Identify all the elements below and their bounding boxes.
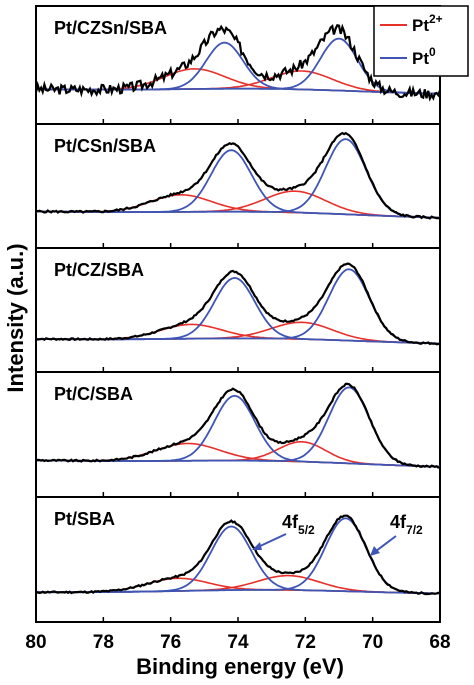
x-axis-title: Binding energy (eV) [136, 654, 344, 679]
panel-2: Pt/CSn/SBA [35, 123, 441, 249]
panel-label: Pt/CSn/SBA [54, 136, 156, 156]
envelope-line [35, 514, 441, 596]
x-axis-ticks: 80 78 76 74 72 70 68 [25, 632, 450, 653]
legend-label-pt2: Pt2+ [412, 12, 443, 35]
annotation-4f52-arrow [257, 533, 287, 548]
legend-box [373, 5, 469, 77]
envelope-line [35, 262, 441, 346]
envelope-line [35, 131, 440, 220]
pt2-component-line [36, 441, 440, 468]
annotations: 4f5/2 4f7/2 [252, 512, 423, 556]
x-tick-label: 74 [227, 632, 249, 653]
x-tick-label: 68 [429, 632, 450, 653]
x-tick-label: 80 [25, 632, 46, 653]
x-tick-label: 76 [160, 632, 181, 653]
annotation-4f52: 4f5/2 [282, 512, 315, 537]
envelope-line [34, 23, 442, 102]
annotation-4f52-arrowhead [252, 542, 262, 550]
annotation-4f72: 4f7/2 [390, 512, 423, 537]
panel-label: Pt/CZ/SBA [54, 260, 144, 280]
annotation-4f72-arrow [375, 535, 397, 552]
panels-group: Pt/CZSn/SBA Pt/CSn/SBA Pt/CZ/SBA Pt/C/SBA Pt… [34, 5, 442, 623]
pt0-component-line [36, 525, 441, 595]
pt0-component-line [36, 268, 441, 345]
panel-label: Pt/C/SBA [54, 384, 133, 404]
y-axis-title: Intensity (a.u.) [3, 243, 28, 392]
envelope-line [35, 382, 441, 469]
panel-3: Pt/CZ/SBA [35, 247, 441, 373]
panel-label: Pt/SBA [54, 509, 115, 529]
x-tick-label: 72 [295, 632, 316, 653]
annotation-4f72-arrowhead [370, 546, 380, 556]
x-tick-label: 70 [362, 632, 383, 653]
panel-5: Pt/SBA [35, 496, 441, 623]
x-tick-label: 78 [93, 632, 114, 653]
legend-label-pt0: Pt0 [412, 45, 436, 68]
pt2-component-line [36, 442, 440, 468]
panel-4: Pt/C/SBA [35, 371, 441, 498]
panel-label: Pt/CZSn/SBA [54, 18, 167, 38]
legend: Pt2+ Pt0 [373, 5, 469, 77]
